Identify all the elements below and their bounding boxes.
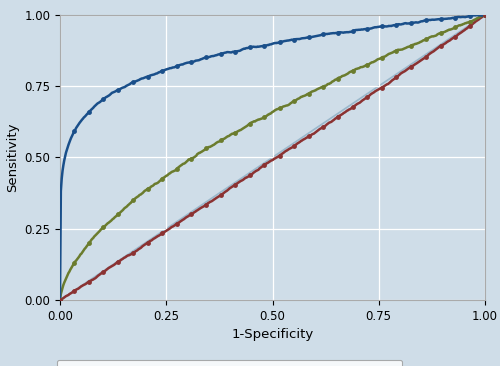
X-axis label: 1-Specificity: 1-Specificity [232,328,314,341]
Legend: VAI ROC area: 0.866, ABSI ROC area: 0.492, BRI ROC area: 0.625, Reference, P-val: VAI ROC area: 0.866, ABSI ROC area: 0.49… [57,360,402,366]
Y-axis label: Sensitivity: Sensitivity [6,123,18,192]
